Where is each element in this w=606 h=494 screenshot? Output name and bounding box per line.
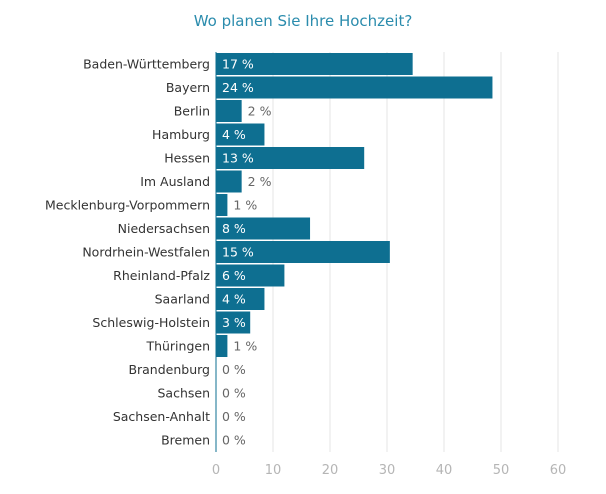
category-label: Thüringen [145, 339, 210, 354]
bar [216, 288, 265, 310]
x-tick-label: 50 [493, 463, 510, 478]
x-tick-label: 20 [322, 463, 339, 478]
value-label: 2 % [248, 104, 272, 119]
bar [216, 53, 413, 75]
category-label: Mecklenburg-Vorpommern [45, 198, 210, 213]
x-axis-ticks: 0 10 20 30 40 50 60 [212, 463, 566, 478]
category-labels: Baden-Württemberg Bayern Berlin Hamburg Hess… [45, 57, 210, 448]
category-label: Nordrhein-Westfalen [82, 245, 210, 260]
category-label: Sachsen-Anhalt [113, 409, 210, 424]
value-label: 8 % [222, 221, 246, 236]
category-label: Brandenburg [128, 362, 210, 377]
chart-title: Wo planen Sie Ihre Hochzeit? [193, 12, 413, 30]
bar [216, 76, 493, 99]
value-label: 4 % [222, 292, 246, 307]
bar [216, 217, 311, 240]
value-label: 0 % [222, 433, 246, 448]
category-label: Rheinland-Pfalz [113, 268, 210, 283]
value-label: 1 % [233, 198, 257, 213]
category-label: Bremen [161, 433, 210, 448]
x-tick-label: 60 [550, 463, 567, 478]
value-label: 0 % [222, 409, 246, 424]
bar [216, 147, 365, 169]
value-label: 2 % [248, 174, 272, 189]
bar [216, 194, 228, 216]
bar [216, 264, 285, 287]
x-tick-label: 10 [265, 463, 282, 478]
bar [216, 123, 265, 146]
category-label: Berlin [174, 104, 210, 119]
category-label: Bayern [166, 80, 210, 95]
category-label: Baden-Württemberg [83, 57, 210, 72]
value-label: 24 % [222, 80, 254, 95]
bar [216, 241, 390, 263]
category-label: Saarland [155, 292, 210, 307]
category-label: Hessen [164, 151, 210, 166]
x-tick-label: 30 [379, 463, 396, 478]
value-labels: 17 %24 %2 %4 %13 %2 %1 %8 %15 %6 %4 %3 %… [222, 57, 272, 448]
category-label: Im Ausland [140, 174, 210, 189]
value-label: 0 % [222, 386, 246, 401]
value-label: 4 % [222, 127, 246, 142]
x-tick-label: 40 [436, 463, 453, 478]
category-label: Hamburg [152, 127, 210, 142]
value-label: 13 % [222, 151, 254, 166]
bar [216, 100, 242, 122]
bars [216, 53, 493, 357]
value-label: 17 % [222, 57, 254, 72]
x-tick-label: 0 [212, 463, 220, 478]
value-label: 1 % [233, 339, 257, 354]
category-label: Sachsen [157, 386, 210, 401]
category-label: Schleswig-Holstein [92, 315, 210, 330]
bar [216, 311, 251, 334]
value-label: 15 % [222, 245, 254, 260]
bar [216, 335, 228, 357]
value-label: 6 % [222, 268, 246, 283]
category-label: Niedersachsen [118, 221, 210, 236]
value-label: 3 % [222, 315, 246, 330]
value-label: 0 % [222, 362, 246, 377]
bar [216, 170, 242, 193]
